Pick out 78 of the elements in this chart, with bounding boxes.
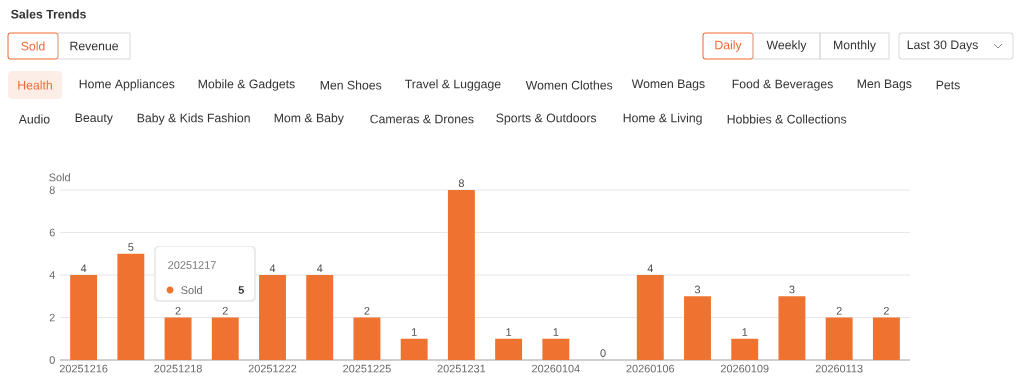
data-label: 2 — [175, 306, 181, 315]
text: Sold — [21, 41, 45, 51]
text: Mom & Baby — [274, 113, 344, 125]
bar — [778, 296, 806, 361]
text: Monthly — [834, 40, 876, 52]
x-tick-label: 20260109 — [720, 364, 769, 373]
y-tick-label: 2 — [49, 313, 55, 322]
text: Men Shoes — [320, 80, 382, 90]
x-tick-label: 20260104 — [532, 364, 580, 373]
text: Daily — [715, 40, 742, 52]
text: Food & Beverages — [732, 79, 833, 91]
data-label: 4 — [269, 264, 276, 273]
data-label: 2 — [836, 306, 842, 315]
annotation: 20251217 — [168, 261, 216, 269]
data-label: 2 — [222, 306, 228, 315]
y-tick-label: 0 — [49, 356, 55, 364]
bar — [306, 275, 334, 361]
text: Pets — [936, 80, 960, 90]
data-label: 3 — [694, 285, 701, 294]
data-label: 4 — [316, 264, 323, 273]
x-tick-label: 20260113 — [815, 364, 863, 373]
text: Health — [18, 80, 52, 90]
bar — [211, 317, 239, 361]
bar — [164, 317, 192, 361]
x-tick-label: 20260106 — [626, 364, 675, 373]
data-label: 4 — [80, 264, 87, 273]
data-label: 8 — [458, 179, 464, 188]
annotation: 5 — [238, 286, 244, 294]
x-tick-label: 20251216 — [59, 364, 108, 373]
data-label: 1 — [506, 328, 512, 336]
bar — [495, 338, 523, 361]
data-label: 0 — [600, 349, 606, 358]
data-label: 3 — [789, 285, 795, 294]
data-label: 4 — [647, 264, 654, 273]
data-label: 2 — [364, 306, 370, 315]
y-tick-label: 8 — [49, 186, 55, 194]
data-label: 1 — [411, 328, 417, 336]
annotation: Sold — [181, 285, 202, 295]
text: Last 30 Days — [907, 40, 978, 52]
y-tick-label: 4 — [49, 271, 55, 279]
bar — [259, 275, 286, 361]
text: Travel & Luggage — [404, 79, 501, 91]
text: Baby & Kids Fashion — [137, 113, 250, 125]
text: Home & Living — [623, 113, 702, 125]
text: Men Bags — [857, 79, 912, 91]
text: Hobbies & Collections — [727, 114, 847, 124]
bar — [542, 338, 570, 361]
data-label: 1 — [742, 328, 748, 336]
bar — [400, 338, 428, 361]
bar — [447, 190, 475, 361]
x-tick-label: 20251231 — [437, 364, 486, 373]
text: Sales Trends — [11, 9, 86, 19]
bar — [825, 317, 853, 361]
bar — [117, 253, 145, 361]
x-tick-label: 20251218 — [154, 364, 202, 373]
data-label: 5 — [128, 243, 134, 251]
data-label: 2 — [883, 306, 889, 315]
bar — [872, 317, 900, 361]
text: Home Appliances — [79, 79, 175, 91]
y-tick-label: 6 — [49, 228, 55, 237]
bar — [731, 338, 759, 361]
bar — [353, 317, 381, 361]
text: Women Clothes — [525, 80, 613, 90]
text: Mobile & Gadgets — [198, 79, 295, 91]
text: Audio — [18, 114, 50, 124]
text: Weekly — [766, 40, 807, 52]
bar — [684, 296, 711, 361]
text: Women Bags — [631, 79, 705, 91]
y-axis-title: Sold — [49, 173, 70, 182]
text: Sports & Outdoors — [496, 113, 597, 125]
bar — [70, 275, 98, 361]
text: Beauty — [75, 113, 113, 125]
x-tick-label: 20251222 — [248, 364, 297, 373]
data-label: 1 — [553, 328, 559, 336]
text: Revenue — [70, 41, 118, 51]
x-tick-label: 20251225 — [343, 364, 391, 373]
bar — [636, 275, 664, 361]
text: Cameras & Drones — [370, 114, 474, 124]
